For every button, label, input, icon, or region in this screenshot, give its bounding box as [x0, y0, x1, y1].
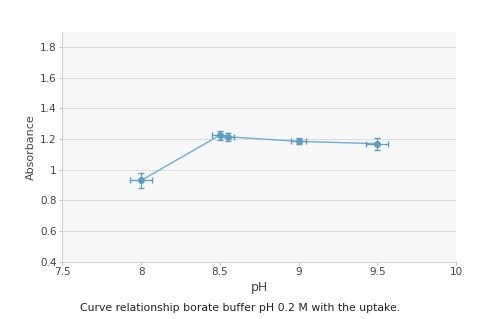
Text: Curve relationship borate buffer pH 0.2 M with the uptake.: Curve relationship borate buffer pH 0.2 …: [80, 303, 400, 313]
Y-axis label: Absorbance: Absorbance: [26, 114, 36, 180]
X-axis label: pH: pH: [251, 281, 268, 294]
